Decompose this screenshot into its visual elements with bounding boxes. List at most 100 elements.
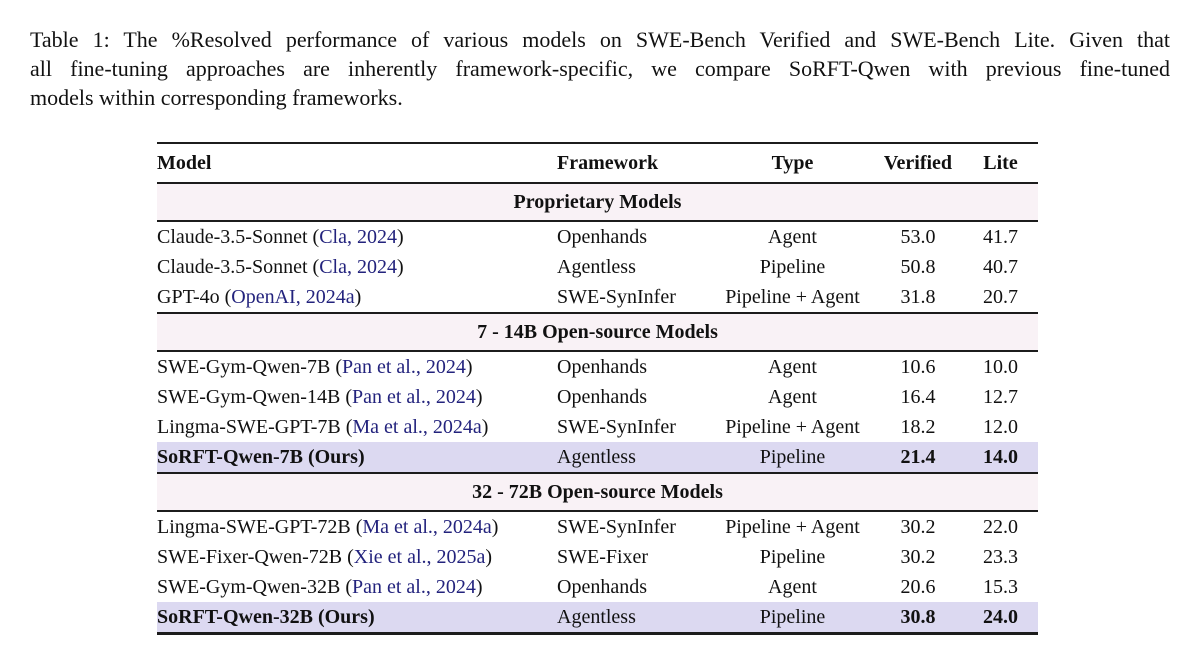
- section-title: 32 - 72B Open-source Models: [157, 472, 1038, 512]
- citation-link[interactable]: Cla, 2024: [319, 225, 397, 248]
- model-cell: SWE-Gym-Qwen-7B (Pan et al., 2024): [157, 355, 473, 378]
- type-cell: Agent: [768, 385, 817, 408]
- framework-cell: Openhands: [557, 355, 647, 378]
- table-container: Model Framework Type Verified Lite Propr…: [157, 142, 1038, 635]
- model-name: Lingma-SWE-GPT-72B: [157, 515, 351, 538]
- framework-cell: Agentless: [557, 602, 712, 634]
- lite-score: 10.0: [983, 355, 1018, 378]
- table-body: Proprietary Models Claude-3.5-Sonnet (Cla…: [157, 182, 1038, 634]
- verified-score: 30.8: [873, 602, 963, 634]
- lite-score: 12.7: [983, 385, 1018, 408]
- caption-line-2: all fine-tuning approaches are inherentl…: [30, 56, 1170, 81]
- column-header-framework: Framework: [557, 143, 712, 184]
- verified-score: 31.8: [900, 285, 936, 308]
- table-header-row: Model Framework Type Verified Lite: [157, 143, 1038, 184]
- citation-link[interactable]: Cla, 2024: [319, 255, 397, 278]
- model-cell: GPT-4o (OpenAI, 2024a): [157, 285, 362, 308]
- column-header-model: Model: [157, 143, 557, 184]
- verified-score: 10.6: [900, 355, 936, 378]
- caption-line-3: models within corresponding frameworks.: [30, 85, 403, 110]
- citation-link[interactable]: Pan et al., 2024: [351, 385, 476, 408]
- framework-cell: Agentless: [557, 442, 712, 473]
- lite-score: 22.0: [983, 515, 1018, 538]
- model-cell: Claude-3.5-Sonnet (Cla, 2024): [157, 255, 404, 278]
- verified-score: 18.2: [900, 415, 936, 438]
- citation-link[interactable]: Ma et al., 2024a: [362, 515, 492, 538]
- lite-score: 24.0: [963, 602, 1038, 634]
- lite-score: 41.7: [983, 225, 1018, 248]
- model-name: SWE-Gym-Qwen-14B: [157, 385, 341, 408]
- table-row: SWE-Gym-Qwen-7B (Pan et al., 2024) Openha…: [157, 351, 1038, 382]
- model-cell: Claude-3.5-Sonnet (Cla, 2024): [157, 225, 404, 248]
- lite-score: 40.7: [983, 255, 1018, 278]
- table-row: SWE-Gym-Qwen-32B (Pan et al., 2024) Openh…: [157, 572, 1038, 602]
- lite-score: 12.0: [983, 415, 1018, 438]
- lite-score: 23.3: [983, 545, 1018, 568]
- framework-cell: SWE-SynInfer: [557, 285, 676, 308]
- table-caption: Table 1: The %Resolved performance of va…: [0, 0, 1200, 112]
- table-row: Lingma-SWE-GPT-72B (Ma et al., 2024a) SWE…: [157, 511, 1038, 542]
- citation-link[interactable]: Ma et al., 2024a: [352, 415, 482, 438]
- model-cell: SoRFT-Qwen-7B (Ours): [157, 442, 557, 473]
- model-name: SoRFT-Qwen-32B (Ours): [157, 605, 375, 628]
- framework-cell: SWE-SynInfer: [557, 515, 676, 538]
- verified-score: 53.0: [900, 225, 936, 248]
- lite-score: 14.0: [963, 442, 1038, 473]
- table-row: Lingma-SWE-GPT-7B (Ma et al., 2024a) SWE-…: [157, 412, 1038, 442]
- model-cell: SWE-Fixer-Qwen-72B (Xie et al., 2025a): [157, 545, 493, 568]
- framework-cell: SWE-SynInfer: [557, 415, 676, 438]
- model-cell: SWE-Gym-Qwen-32B (Pan et al., 2024): [157, 575, 483, 598]
- model-name: Lingma-SWE-GPT-7B: [157, 415, 341, 438]
- type-cell: Pipeline: [712, 442, 873, 473]
- citation-link[interactable]: Pan et al., 2024: [351, 575, 476, 598]
- section-title: 7 - 14B Open-source Models: [157, 312, 1038, 352]
- model-name: GPT-4o: [157, 285, 220, 308]
- model-name: Claude-3.5-Sonnet: [157, 225, 308, 248]
- model-cell: SoRFT-Qwen-32B (Ours): [157, 602, 557, 634]
- type-cell: Pipeline + Agent: [725, 415, 860, 438]
- results-table: Model Framework Type Verified Lite Propr…: [157, 142, 1038, 635]
- column-header-type: Type: [712, 143, 873, 184]
- type-cell: Agent: [768, 225, 817, 248]
- type-cell: Pipeline + Agent: [725, 515, 860, 538]
- column-header-verified: Verified: [873, 143, 963, 184]
- framework-cell: SWE-Fixer: [557, 545, 649, 568]
- model-name: SWE-Gym-Qwen-32B: [157, 575, 341, 598]
- model-name: SWE-Gym-Qwen-7B: [157, 355, 331, 378]
- framework-cell: Openhands: [557, 225, 647, 248]
- verified-score: 30.2: [900, 515, 936, 538]
- verified-score: 20.6: [900, 575, 936, 598]
- verified-score: 50.8: [900, 255, 936, 278]
- table-row: Claude-3.5-Sonnet (Cla, 2024) Agentless Pi…: [157, 252, 1038, 282]
- framework-cell: Openhands: [557, 575, 647, 598]
- table-row: Claude-3.5-Sonnet (Cla, 2024) Openhands Ag…: [157, 221, 1038, 252]
- table-row: GPT-4o (OpenAI, 2024a) SWE-SynInfer Pipeli…: [157, 282, 1038, 313]
- framework-cell: Openhands: [557, 385, 647, 408]
- model-name: Claude-3.5-Sonnet: [157, 255, 308, 278]
- caption-line-1: Table 1: The %Resolved performance of va…: [30, 27, 1170, 52]
- verified-score: 16.4: [900, 385, 936, 408]
- type-cell: Pipeline + Agent: [725, 285, 860, 308]
- citation-link[interactable]: Xie et al., 2025a: [353, 545, 486, 568]
- table-row: SWE-Fixer-Qwen-72B (Xie et al., 2025a) SW…: [157, 542, 1038, 572]
- column-header-lite: Lite: [963, 143, 1038, 184]
- section-title: Proprietary Models: [157, 182, 1038, 222]
- citation-link[interactable]: OpenAI, 2024a: [231, 285, 355, 308]
- model-cell: Lingma-SWE-GPT-7B (Ma et al., 2024a): [157, 415, 489, 438]
- table-row: SoRFT-Qwen-32B (Ours) Agentless Pipeline 30…: [157, 602, 1038, 634]
- type-cell: Pipeline: [759, 255, 826, 278]
- section-header-row: 32 - 72B Open-source Models: [157, 472, 1038, 512]
- model-name: SWE-Fixer-Qwen-72B: [157, 545, 343, 568]
- type-cell: Pipeline: [712, 602, 873, 634]
- verified-score: 21.4: [873, 442, 963, 473]
- section-header-row: 7 - 14B Open-source Models: [157, 312, 1038, 352]
- type-cell: Pipeline: [759, 545, 826, 568]
- model-cell: Lingma-SWE-GPT-72B (Ma et al., 2024a): [157, 515, 499, 538]
- type-cell: Agent: [768, 355, 817, 378]
- citation-link[interactable]: Pan et al., 2024: [341, 355, 466, 378]
- verified-score: 30.2: [900, 545, 936, 568]
- lite-score: 20.7: [983, 285, 1018, 308]
- framework-cell: Agentless: [557, 255, 636, 278]
- type-cell: Agent: [768, 575, 817, 598]
